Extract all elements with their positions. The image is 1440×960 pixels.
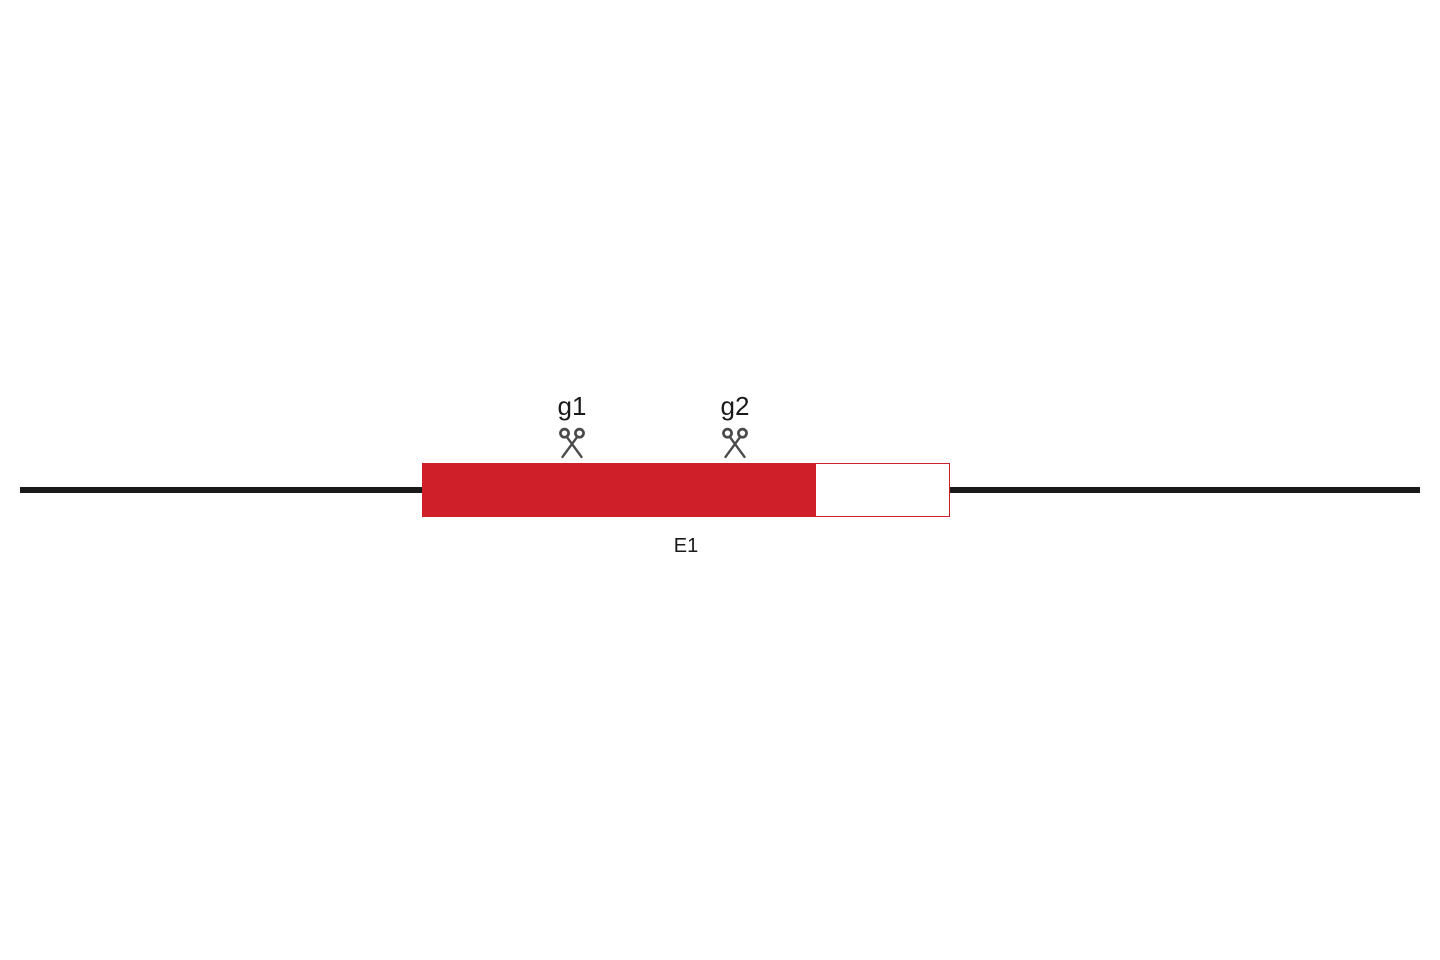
guide-g2-label: g2 <box>721 391 750 422</box>
guide-g1-label: g1 <box>558 391 587 422</box>
exon-e1-fill <box>422 463 816 517</box>
scissors-icon <box>718 425 752 459</box>
exon-e1-label: E1 <box>674 535 698 558</box>
scissors-icon <box>555 425 589 459</box>
